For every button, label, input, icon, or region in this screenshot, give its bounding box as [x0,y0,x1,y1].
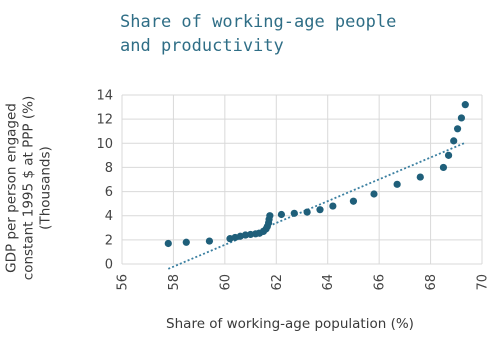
data-point [316,206,324,214]
data-point [457,114,466,122]
grid [121,94,483,265]
data-point [450,137,458,145]
data-point [461,101,469,109]
data-point [205,237,214,245]
y-tick-label: 10 [96,137,113,152]
data-point [370,190,378,198]
y-tick-label: 4 [105,209,113,224]
x-tick-label: 64 [321,274,336,291]
data-point [439,163,448,172]
data-point [453,125,462,133]
data-point [349,197,358,205]
trendline [167,142,465,270]
y-tick-label: 8 [105,161,113,176]
data-point [277,210,286,219]
x-tick-label: 58 [167,274,182,291]
chart-title: Share of working-age people and producti… [120,10,460,58]
data-point [164,239,172,248]
data-point [266,212,274,220]
x-tick-label: 66 [373,274,388,291]
x-axis-label: Share of working-age population (%) [166,316,414,332]
data-points [164,101,469,248]
y-tick-label: 12 [96,113,113,128]
data-point [182,238,190,246]
x-tick-label: 62 [270,274,285,291]
data-point [416,173,424,181]
data-point [303,208,311,216]
data-point [444,151,453,159]
y-tick-label: 0 [105,258,113,273]
y-tick-label: 2 [105,233,113,248]
data-point [393,180,401,188]
y-tick-label: 14 [96,89,113,104]
data-point [329,202,337,210]
y-tick-label: 6 [105,185,113,200]
x-tick-label: 60 [218,274,233,291]
x-tick-label: 56 [116,274,131,291]
x-tick-label: 70 [476,274,487,291]
chart-title-line-2: and productivity [120,36,284,56]
data-point [290,209,298,217]
trendline-layer [167,142,465,270]
x-tick-label: 68 [424,274,439,291]
chart-title-line-1: Share of working-age people [120,12,397,32]
